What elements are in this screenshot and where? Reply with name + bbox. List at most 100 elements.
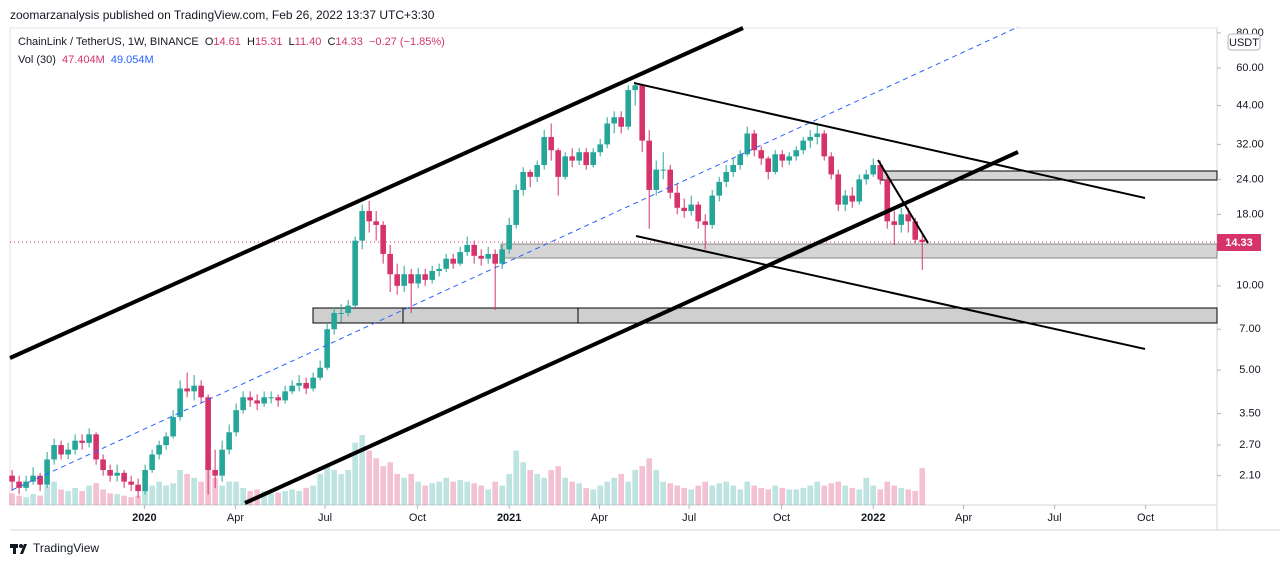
candle-body (303, 382, 309, 389)
candle-body (247, 397, 253, 401)
volume-bar (884, 481, 891, 505)
volume-bar (212, 477, 218, 505)
volume-bar (562, 477, 568, 505)
volume-bar (72, 487, 78, 505)
candle-body (296, 382, 302, 386)
volume-bar (338, 473, 344, 505)
candle-body (856, 179, 863, 202)
candle-body (387, 253, 393, 275)
volume-bar (681, 487, 688, 505)
ohlc-h: H (246, 36, 255, 48)
candle-body (394, 274, 400, 286)
volume-bar (142, 489, 148, 505)
currency-box[interactable] (1227, 33, 1261, 51)
volume-legend: Vol (30) 47.404M 49.054M (18, 54, 157, 66)
y-tick-label: 2.10 (1239, 470, 1260, 482)
volume-bar (611, 477, 618, 505)
ohlc-c: C (327, 36, 336, 48)
volume-bar (506, 473, 512, 505)
volume-bar (478, 485, 484, 505)
y-tick-label: 7.00 (1239, 323, 1260, 335)
volume-bar (541, 477, 547, 505)
candle-body (79, 440, 85, 443)
volume-bar (149, 485, 155, 505)
wedge-top (633, 82, 1146, 199)
y-tick-label: 18.00 (1236, 208, 1264, 220)
candle-body (905, 214, 912, 222)
candle-body (170, 417, 176, 437)
volume-bar (464, 481, 470, 505)
candle-body (289, 385, 295, 392)
volume-bar (408, 473, 414, 505)
volume-bar (233, 481, 239, 505)
candle-body (163, 436, 169, 446)
candle-body (478, 255, 484, 259)
candle-body (65, 449, 71, 455)
candle-body (604, 123, 610, 145)
volume-bar (891, 485, 898, 505)
candle-body (583, 152, 589, 166)
volume-bar (660, 481, 667, 505)
volume-bar (107, 493, 113, 505)
candle-body (814, 133, 821, 137)
candle-body (730, 165, 737, 172)
volume-bar (751, 485, 758, 505)
volume-bar (247, 491, 253, 505)
candle-body (807, 136, 814, 141)
candle-body (737, 154, 744, 166)
volume-bar (737, 489, 744, 505)
candle-body (282, 391, 288, 401)
volume-bar (723, 481, 730, 505)
volume-bar (870, 485, 877, 505)
volume-bar (590, 489, 596, 505)
volume-bar (30, 494, 36, 505)
candle-body (688, 204, 695, 212)
x-tick-label: Apr (955, 512, 972, 524)
candle-body (898, 214, 905, 225)
volume-bar (394, 473, 400, 505)
candle-body (639, 85, 646, 141)
volume-bar (639, 466, 646, 505)
volume-bar (576, 483, 582, 505)
candle-body (233, 410, 239, 433)
candle-body (744, 133, 751, 155)
channel-bottom (244, 150, 1019, 505)
median-line (11, 26, 1019, 491)
volume-bar (485, 489, 491, 505)
candle-body (555, 150, 561, 177)
volume-bar (905, 489, 912, 505)
volume-bar (422, 485, 428, 505)
volume-bar (366, 450, 372, 505)
volume-bar (548, 470, 554, 505)
volume-bar (184, 473, 190, 505)
y-tick-label: 24.00 (1236, 173, 1264, 185)
candle-body (408, 274, 414, 284)
candle-body (520, 171, 526, 190)
candle-body (849, 195, 856, 202)
candle-body (149, 454, 155, 471)
candle-body (121, 472, 127, 482)
currency-label[interactable]: USDT (1229, 37, 1259, 49)
candle-body (275, 397, 281, 401)
candle-body (548, 136, 554, 151)
volume-bar (520, 462, 526, 505)
volume-bar (807, 485, 814, 505)
volume-bar (303, 487, 309, 505)
volume-bar (282, 491, 288, 505)
candle-body (198, 385, 204, 398)
brand: TradingView (33, 541, 99, 555)
candle-body (443, 258, 449, 269)
candle-body (527, 171, 533, 177)
candle-body (485, 253, 491, 259)
candle-body (268, 397, 274, 399)
volume-bar (37, 495, 43, 505)
volume-bar (191, 477, 197, 505)
candle-body (30, 475, 36, 482)
volume-bar (863, 477, 870, 505)
volume-bar (380, 466, 386, 505)
brand-logo (10, 544, 27, 554)
candle-body (16, 481, 22, 488)
volume-bar (625, 481, 632, 505)
candle-body (261, 397, 267, 404)
